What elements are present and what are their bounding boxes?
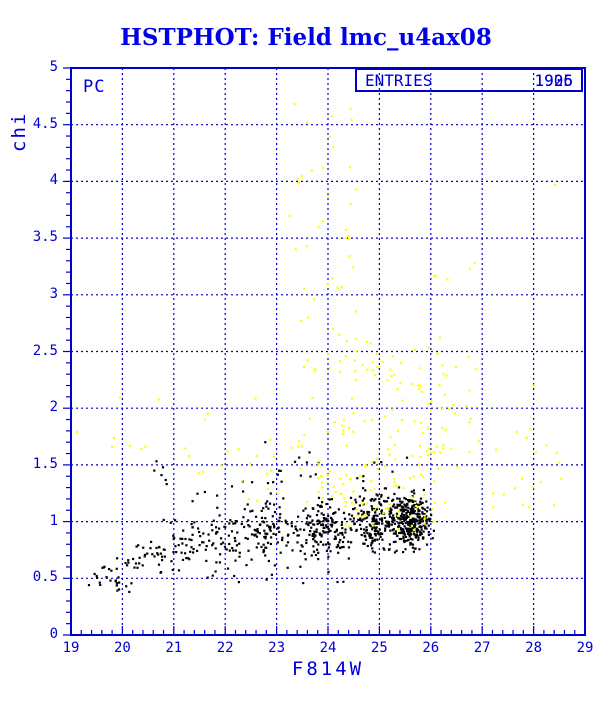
x-axis-title: F814W (291, 658, 365, 680)
y-tick-label: 0 (49, 626, 58, 642)
x-tick-label: 26 (422, 640, 440, 656)
x-tick-label: 20 (113, 640, 131, 656)
x-tick-label: 29 (576, 640, 594, 656)
x-tick-label: 28 (525, 640, 543, 656)
y-tick-label: 1.5 (32, 455, 58, 472)
y-tick-label: 0.5 (32, 569, 58, 586)
y-tick-label: 2.5 (32, 342, 58, 359)
x-tick-label: 21 (165, 640, 183, 656)
y-tick-label: 4.5 (32, 115, 58, 132)
page-title: HSTPHOT: Field lmc_u4ax08 (120, 24, 492, 51)
x-tick-label: 27 (473, 640, 491, 656)
y-tick-label: 4 (49, 172, 58, 189)
entries-label: ENTRIES (365, 71, 433, 90)
x-tick-label: 25 (370, 640, 388, 656)
y-tick-label: 5 (49, 59, 58, 75)
y-tick-label: 3.5 (32, 229, 58, 246)
y-axis-title: chi (8, 111, 30, 152)
chip-label: PC (83, 77, 106, 97)
x-tick-label: 24 (319, 640, 337, 656)
y-tick-label: 2 (49, 399, 58, 416)
x-tick-label: 19 (62, 640, 80, 656)
entries-value-a: 1905 (534, 71, 573, 90)
entries-box: ENTRIES 1905 1926 (355, 68, 583, 92)
entries-value-b: 1926 (534, 71, 573, 90)
x-tick-label: 23 (268, 640, 286, 656)
x-tick-label: 22 (216, 640, 234, 656)
y-tick-label: 3 (49, 285, 58, 302)
y-tick-label: 1 (49, 512, 58, 529)
